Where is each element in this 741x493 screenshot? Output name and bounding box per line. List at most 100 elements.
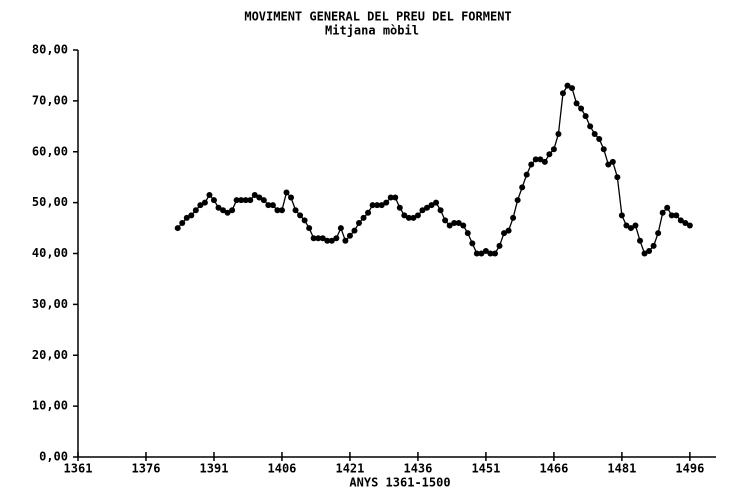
data-point — [582, 113, 589, 120]
data-point — [505, 227, 512, 234]
data-point — [251, 191, 258, 198]
data-point — [600, 146, 607, 153]
data-point — [442, 217, 449, 224]
data-point — [188, 212, 195, 219]
y-tick-label: 10,00 — [32, 399, 68, 413]
data-point — [618, 212, 625, 219]
data-point — [328, 237, 335, 244]
data-point — [659, 209, 666, 216]
data-point — [374, 202, 381, 209]
x-tick-label: 1391 — [200, 462, 229, 476]
x-tick-label: 1421 — [335, 462, 364, 476]
data-point — [428, 202, 435, 209]
data-point — [233, 197, 240, 204]
data-point — [455, 219, 462, 226]
data-point — [192, 207, 199, 214]
data-point — [437, 207, 444, 214]
data-point — [632, 222, 639, 229]
data-point — [256, 194, 263, 201]
data-point — [491, 250, 498, 257]
data-point — [446, 222, 453, 229]
data-point — [478, 250, 485, 257]
x-tick-label: 1496 — [675, 462, 704, 476]
data-point — [564, 82, 571, 89]
data-point — [197, 202, 204, 209]
data-point — [242, 197, 249, 204]
data-point — [614, 174, 621, 181]
x-tick-label: 1466 — [539, 462, 568, 476]
data-point — [573, 100, 580, 107]
x-tick-label: 1361 — [64, 462, 93, 476]
data-point — [319, 235, 326, 242]
x-tick-label: 1451 — [471, 462, 500, 476]
data-point — [220, 207, 227, 214]
x-tick-label: 1406 — [268, 462, 297, 476]
data-point — [201, 199, 208, 206]
data-point — [278, 207, 285, 214]
data-point — [297, 212, 304, 219]
x-axis-label: ANYS 1361-1500 — [349, 476, 450, 490]
data-point — [650, 242, 657, 249]
data-point — [482, 247, 489, 254]
chart-subtitle: Mitjana mòbil — [325, 24, 419, 38]
data-point — [179, 219, 186, 226]
data-point — [206, 191, 213, 198]
data-point — [668, 212, 675, 219]
data-point — [677, 217, 684, 224]
data-point — [627, 225, 634, 232]
data-point — [342, 237, 349, 244]
data-point — [609, 158, 616, 165]
data-point — [532, 156, 539, 163]
y-tick-label: 30,00 — [32, 297, 68, 311]
data-point — [306, 225, 313, 232]
data-point — [401, 212, 408, 219]
data-point — [433, 199, 440, 206]
y-tick-label: 20,00 — [32, 348, 68, 362]
chart-title: MOVIMENT GENERAL DEL PREU DEL FORMENT — [244, 10, 511, 24]
data-point — [646, 247, 653, 254]
data-point — [637, 237, 644, 244]
data-point — [655, 230, 662, 237]
data-point — [559, 90, 566, 97]
data-point — [356, 219, 363, 226]
data-point — [215, 204, 222, 211]
data-point — [360, 214, 367, 221]
y-tick-label: 60,00 — [32, 144, 68, 158]
data-point — [392, 194, 399, 201]
data-point — [269, 202, 276, 209]
data-point — [451, 219, 458, 226]
data-point — [550, 146, 557, 153]
data-point — [510, 214, 517, 221]
data-point — [546, 151, 553, 158]
data-point — [238, 197, 245, 204]
data-point — [673, 212, 680, 219]
y-tick-label: 80,00 — [32, 43, 68, 57]
data-point — [501, 230, 508, 237]
data-point — [514, 197, 521, 204]
x-tick-label: 1376 — [132, 462, 161, 476]
data-point — [387, 194, 394, 201]
data-point — [301, 217, 308, 224]
data-point — [292, 207, 299, 214]
data-point — [664, 204, 671, 211]
data-point — [396, 204, 403, 211]
data-point — [473, 250, 480, 257]
data-point — [410, 214, 417, 221]
data-point — [369, 202, 376, 209]
data-point — [596, 136, 603, 143]
data-point — [487, 250, 494, 257]
data-point — [183, 214, 190, 221]
y-tick-label: 40,00 — [32, 246, 68, 260]
y-tick-label: 50,00 — [32, 195, 68, 209]
price-line — [177, 84, 691, 255]
x-tick-label: 1481 — [607, 462, 636, 476]
data-point — [283, 189, 290, 196]
data-point — [414, 212, 421, 219]
data-point — [288, 194, 295, 201]
data-point — [310, 235, 317, 242]
data-point — [686, 222, 693, 229]
y-tick-label: 0,00 — [39, 450, 68, 464]
data-point — [541, 158, 548, 165]
data-point — [224, 209, 231, 216]
